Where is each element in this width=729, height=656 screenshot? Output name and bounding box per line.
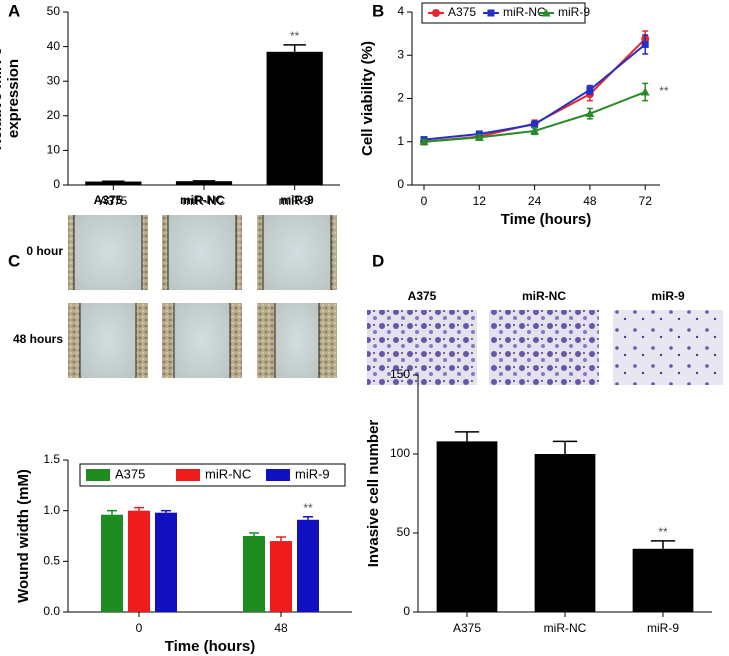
y-tick-label: 50	[47, 4, 61, 18]
marker	[530, 126, 540, 135]
y-tick-label: 1.5	[43, 452, 60, 466]
wound-area	[275, 303, 319, 378]
marker	[531, 120, 539, 128]
x-tick-label: miR-NC	[544, 621, 587, 635]
bar	[175, 181, 233, 185]
legend-swatch	[266, 469, 290, 481]
x-axis-label: Time (hours)	[501, 211, 592, 228]
y-axis-label: Invasive cell number	[365, 420, 382, 568]
bar	[85, 181, 142, 185]
bar	[436, 441, 498, 612]
legend-box	[421, 2, 586, 24]
y-tick-label: 10	[47, 143, 61, 157]
legend-label: miR-9	[558, 5, 590, 19]
marker	[641, 40, 649, 48]
legend-label: miR-NC	[205, 466, 251, 481]
annotation: **	[659, 84, 669, 98]
y-tick-label: 100	[390, 446, 410, 460]
bar	[155, 512, 177, 612]
wound-area	[263, 215, 331, 290]
bar	[266, 51, 323, 185]
row-label: 48 hours	[13, 332, 63, 346]
marker	[640, 87, 650, 96]
x-tick-label: miR-NC	[183, 194, 226, 208]
column-label: miR-9	[651, 289, 685, 303]
y-tick-label: 3	[397, 47, 404, 61]
panel-label: B	[372, 1, 384, 20]
y-tick-label: 150	[390, 367, 410, 381]
micrograph	[489, 310, 599, 385]
annotation: **	[658, 525, 668, 539]
panel-label: D	[372, 251, 384, 270]
legend-label: miR-NC	[503, 5, 546, 19]
column-label: miR-9	[280, 193, 314, 207]
marker	[541, 8, 551, 17]
marker	[474, 132, 484, 141]
y-tick-label: 1.0	[43, 503, 60, 517]
panel-label: A	[8, 1, 20, 20]
marker	[419, 137, 429, 146]
x-tick-label: miR-9	[279, 194, 311, 208]
column-label: miR-NC	[522, 289, 566, 303]
column-label: A375	[408, 289, 437, 303]
y-tick-label: 4	[397, 4, 404, 18]
y-tick-label: 50	[397, 525, 411, 539]
micrograph	[613, 310, 723, 385]
bar	[534, 454, 596, 612]
column-label: A375	[94, 193, 123, 207]
y-tick-label: 40	[47, 39, 61, 53]
wound-area	[168, 215, 236, 290]
x-tick-label: 12	[473, 194, 487, 208]
y-tick-label: 0	[397, 177, 404, 191]
y-tick-label: 0	[53, 177, 60, 191]
bar	[128, 510, 150, 612]
x-tick-label: 0	[421, 194, 428, 208]
x-tick-label: miR-9	[647, 621, 679, 635]
y-axis-label: Cell viability (%)	[359, 41, 376, 156]
y-tick-label: 2	[397, 91, 404, 105]
panel-label: C	[8, 251, 20, 270]
legend-swatch	[176, 469, 200, 481]
marker	[432, 9, 440, 17]
x-tick-label: 0	[136, 621, 143, 635]
wound-area	[74, 215, 142, 290]
bar	[632, 548, 694, 612]
row-label: 0 hour	[26, 244, 63, 258]
y-tick-label: 30	[47, 73, 61, 87]
wound-area	[174, 303, 230, 378]
y-tick-label: 0.5	[43, 554, 60, 568]
x-axis-label: Time (hours)	[165, 638, 256, 655]
column-label: miR-NC	[180, 193, 224, 207]
y-axis-label: Wound width (mM)	[15, 469, 32, 603]
x-tick-label: A375	[453, 621, 481, 635]
x-tick-label: A375	[99, 194, 127, 208]
x-tick-label: 72	[639, 194, 653, 208]
marker	[487, 9, 495, 17]
annotation: **	[303, 501, 313, 515]
bar	[243, 536, 265, 612]
x-tick-label: 48	[274, 621, 288, 635]
micrograph	[367, 310, 477, 385]
bar	[101, 514, 123, 612]
y-tick-label: 1	[397, 134, 404, 148]
y-tick-label: 0.0	[43, 604, 60, 618]
legend-swatch	[86, 469, 110, 481]
legend-label: A375	[115, 466, 145, 481]
bar	[297, 519, 319, 612]
y-axis-label: Relative miR-9	[0, 47, 5, 150]
y-tick-label: 20	[47, 108, 61, 122]
y-tick-label: 0	[403, 604, 410, 618]
wound-area	[80, 303, 136, 378]
marker	[586, 86, 594, 94]
annotation: **	[290, 29, 300, 43]
x-tick-label: 48	[583, 194, 597, 208]
bar	[270, 541, 292, 612]
legend-label: A375	[448, 5, 476, 19]
marker	[585, 109, 595, 118]
x-tick-label: 24	[528, 194, 542, 208]
legend-label: miR-9	[295, 466, 330, 481]
y-axis-label: expression	[5, 59, 22, 138]
